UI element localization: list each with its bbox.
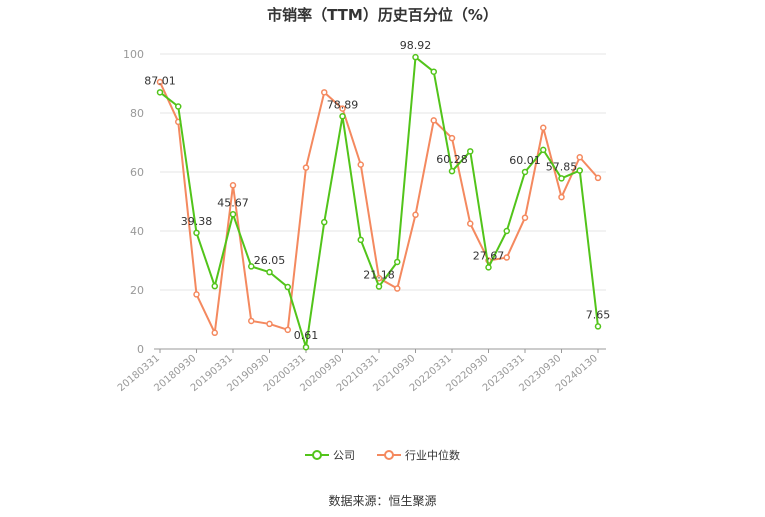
data-point: [540, 146, 547, 154]
grid-lines: [160, 53, 606, 291]
data-point: [485, 264, 492, 271]
data-point: [266, 268, 273, 276]
data-point: [521, 214, 529, 221]
data-point: [248, 317, 255, 325]
data-point: [284, 283, 291, 291]
data-point: [357, 236, 364, 244]
data-label: 39.38: [181, 215, 213, 228]
legend-item-industry[interactable]: 行业中位数: [377, 447, 460, 463]
series-lines: [156, 53, 602, 351]
data-point: [448, 167, 456, 175]
data-point: [248, 263, 255, 270]
data-point: [430, 68, 437, 75]
data-point: [412, 211, 419, 219]
data-label: 78.89: [327, 98, 359, 111]
data-point: [211, 282, 218, 290]
data-point: [302, 164, 310, 171]
data-point: [211, 329, 218, 337]
legend-item-company[interactable]: 公司: [305, 447, 355, 463]
data-point: [394, 258, 401, 266]
y-tick-label: 80: [130, 107, 144, 120]
data-point: [284, 326, 291, 334]
data-point: [321, 218, 328, 226]
data-label: 60.28: [436, 153, 468, 166]
y-tick-label: 20: [130, 284, 144, 297]
legend-industry-label: 行业中位数: [405, 449, 460, 462]
data-label: 27.67: [473, 249, 505, 262]
data-point: [339, 113, 346, 120]
data-point: [156, 89, 164, 96]
data-label: 7.65: [586, 308, 611, 321]
data-label: 21.18: [363, 269, 395, 282]
data-label: 87.01: [144, 74, 176, 87]
data-point: [229, 182, 237, 189]
data-point: [156, 78, 164, 86]
source-note: 数据来源：恒生聚源: [328, 494, 437, 508]
data-label: 60.01: [509, 154, 541, 167]
data-point: [594, 323, 602, 330]
legend: 公司 行业中位数: [0, 447, 765, 463]
data-point: [175, 103, 182, 110]
data-point: [503, 227, 510, 235]
data-point: [412, 53, 419, 61]
legend-company-label: 公司: [333, 449, 355, 462]
data-labels: 87.01 39.38 45.67 26.05 0.61 78.89 21.18 98.92 6…: [144, 39, 610, 342]
data-point: [594, 174, 602, 182]
chart-title: 市销率（TTM）历史百分位（%）: [267, 6, 498, 24]
data-point: [357, 161, 364, 168]
data-point: [503, 254, 510, 261]
data-point: [540, 124, 547, 131]
data-point: [321, 89, 328, 96]
data-label: 26.05: [254, 254, 286, 267]
data-point: [394, 285, 401, 292]
data-point: [576, 154, 583, 161]
legend-industry-marker-icon: [377, 450, 401, 460]
data-label: 57.85: [546, 160, 578, 173]
data-point: [448, 134, 456, 142]
data-point: [302, 343, 310, 351]
data-point: [375, 283, 383, 290]
data-point: [521, 168, 529, 176]
data-point: [430, 117, 437, 124]
data-point: [266, 320, 273, 328]
data-label: 0.61: [294, 329, 319, 342]
y-tick-label: 100: [123, 48, 144, 61]
y-tick-label: 40: [130, 225, 144, 238]
data-point: [193, 291, 200, 298]
y-tick-label: 60: [130, 166, 144, 179]
data-point: [339, 105, 346, 112]
data-label: 98.92: [400, 39, 432, 52]
data-label: 45.67: [217, 196, 249, 209]
data-point: [467, 148, 474, 155]
data-point: [193, 229, 200, 237]
legend-company-marker-icon: [305, 450, 329, 460]
data-point: [576, 167, 583, 174]
data-point: [558, 193, 565, 201]
data-point: [558, 175, 565, 182]
y-tick-label: 0: [137, 343, 144, 356]
data-point: [229, 211, 237, 218]
data-point: [467, 220, 474, 227]
